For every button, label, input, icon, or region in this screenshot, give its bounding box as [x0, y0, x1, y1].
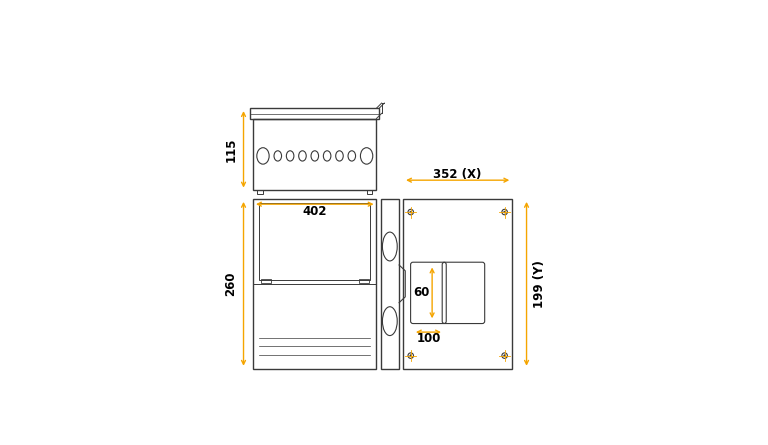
Text: 402: 402: [303, 205, 327, 218]
Bar: [250, 108, 379, 118]
Bar: [403, 199, 512, 368]
Bar: [253, 199, 376, 368]
Bar: [359, 279, 369, 283]
Text: 60: 60: [413, 287, 429, 299]
Circle shape: [504, 211, 505, 213]
Text: 260: 260: [224, 271, 237, 296]
Bar: [367, 190, 372, 194]
Text: 115: 115: [224, 137, 237, 162]
Circle shape: [410, 211, 412, 213]
Bar: [261, 279, 271, 283]
Circle shape: [410, 355, 412, 356]
Bar: [381, 199, 399, 368]
Bar: [260, 203, 370, 280]
Text: 100: 100: [416, 332, 441, 345]
Bar: [253, 118, 376, 190]
Circle shape: [504, 355, 505, 356]
Bar: [257, 190, 263, 194]
Text: 199 (Y): 199 (Y): [533, 260, 546, 308]
Text: 352 (X): 352 (X): [433, 167, 482, 181]
